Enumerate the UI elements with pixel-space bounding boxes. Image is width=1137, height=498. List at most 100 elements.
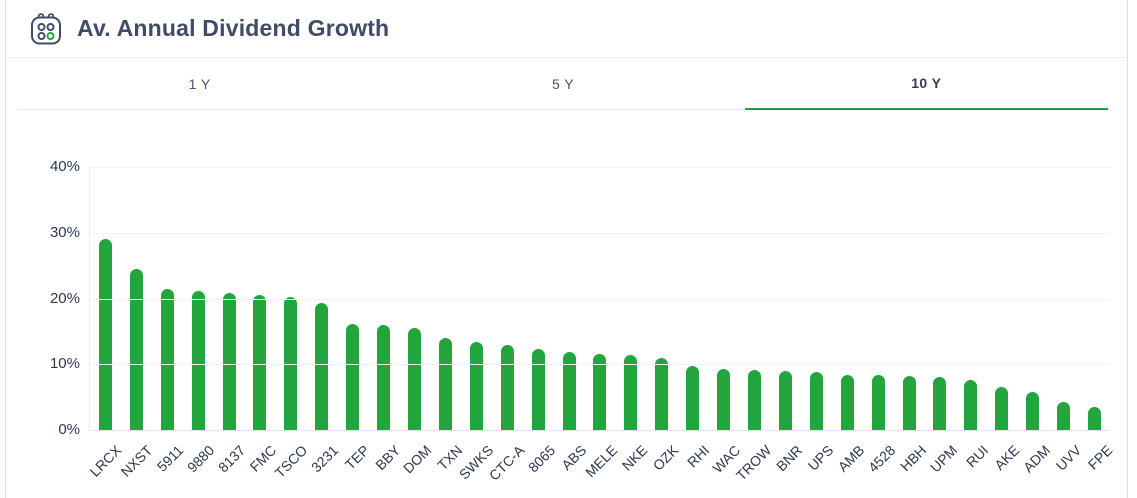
bar-FMC[interactable]	[253, 295, 267, 430]
bar-8065[interactable]	[531, 349, 545, 430]
bar-slot	[832, 167, 863, 430]
bar-HBH[interactable]	[902, 376, 916, 430]
gridline	[90, 364, 1110, 366]
bar-slot	[1017, 167, 1048, 430]
bar-AMB[interactable]	[840, 374, 854, 430]
gridline	[90, 167, 1110, 168]
gridline	[90, 298, 1110, 300]
bar-slot	[863, 167, 894, 430]
bar-slot	[337, 167, 368, 430]
bar-FPE[interactable]	[1087, 407, 1101, 430]
bar-slot	[677, 167, 708, 430]
tab-5y[interactable]: 5 Y	[381, 58, 745, 110]
bar-4528[interactable]	[871, 375, 885, 430]
bar-slot	[1048, 167, 1079, 430]
calendar-dots-icon	[28, 11, 64, 47]
x-axis: LRCX NXST 5911 9880 8137 FMC TSCO 3231 TEP BBY DOM…	[87, 436, 1115, 490]
x-tick-label: NKE	[619, 442, 651, 474]
x-tick-label: 3231	[308, 442, 342, 476]
bar-LRCX[interactable]	[98, 239, 112, 430]
bar-BNR[interactable]	[778, 371, 792, 430]
bar-TXN[interactable]	[438, 337, 452, 430]
bar-CTC-A[interactable]	[500, 345, 514, 430]
x-tick-label: UVV	[1052, 442, 1084, 474]
bar-slot	[183, 167, 214, 430]
bar-TEP[interactable]	[346, 323, 360, 430]
bar-UVV[interactable]	[1057, 401, 1071, 430]
x-tick-label: RUI	[962, 442, 992, 471]
x-tick-label: 8137	[215, 442, 249, 476]
bar-slot	[986, 167, 1017, 430]
bar-slot	[739, 167, 770, 430]
x-tick-label: 9880	[184, 442, 218, 476]
bar-OZK[interactable]	[655, 357, 669, 430]
x-tick-label: ADM	[1019, 442, 1053, 476]
x-tick-label: MELE	[581, 442, 620, 481]
tab-10y-label: 10 Y	[911, 75, 942, 91]
x-tick-label: FPE	[1084, 442, 1115, 473]
bar-RHI[interactable]	[686, 365, 700, 430]
bar-RUI[interactable]	[964, 380, 978, 430]
bar-slot	[1079, 167, 1110, 430]
bar-slot	[554, 167, 585, 430]
x-tick-label: DOM	[399, 442, 435, 477]
bar-ADM[interactable]	[1026, 391, 1040, 430]
bar-NKE[interactable]	[624, 355, 638, 430]
bar-slot	[430, 167, 461, 430]
plot-area	[89, 167, 1110, 431]
y-tick-label: 0%	[58, 421, 80, 438]
x-tick-label: 5911	[154, 442, 187, 475]
bar-MELE[interactable]	[593, 353, 607, 430]
x-tick-label: UPM	[926, 442, 961, 476]
bar-NXST[interactable]	[129, 268, 143, 430]
bar-slot	[585, 167, 616, 430]
bar-slot	[399, 167, 430, 430]
dividend-growth-card: Av. Annual Dividend Growth 1 Y 5 Y 10 Y …	[5, 0, 1128, 498]
bar-BBY[interactable]	[377, 324, 391, 430]
bar-SWKS[interactable]	[469, 341, 483, 430]
x-tick-label: BNR	[773, 442, 806, 475]
tab-10y[interactable]: 10 Y	[744, 58, 1108, 110]
x-tick-label: OZK	[650, 442, 682, 474]
card-header: Av. Annual Dividend Growth	[6, 0, 1127, 58]
x-tick-label: RHI	[684, 442, 713, 471]
bar-slot	[770, 167, 801, 430]
bar-slot	[275, 167, 306, 430]
bar-TROW[interactable]	[747, 370, 761, 430]
bar-slot	[461, 167, 492, 430]
bar-slot	[894, 167, 925, 430]
bar-3231[interactable]	[315, 303, 329, 430]
dividend-growth-chart: 40% 30% 20% 10% 0% LRCX NXST 5911 9880 8137 FMC TS…	[6, 110, 1127, 490]
x-tick-label: AKE	[990, 442, 1023, 474]
bar-slot	[523, 167, 554, 430]
bar-slot	[924, 167, 955, 430]
tab-1y-label: 1 Y	[188, 75, 211, 92]
bar-ABS[interactable]	[562, 352, 576, 430]
gridline	[90, 430, 1110, 431]
x-tick-label: LRCX	[87, 442, 125, 480]
bar-UPS[interactable]	[809, 372, 823, 430]
bar-UPM[interactable]	[933, 376, 947, 430]
x-tick-label: 8065	[524, 442, 558, 476]
bar-5911[interactable]	[160, 288, 174, 430]
bar-slot	[245, 167, 276, 430]
bar-slot	[121, 167, 152, 430]
bar-slot	[492, 167, 523, 430]
x-tick-label: TSCO	[271, 442, 311, 481]
x-tick-label: HBH	[896, 442, 930, 475]
bar-TSCO[interactable]	[284, 297, 298, 430]
x-tick-label: AMB	[834, 442, 868, 475]
bar-9880[interactable]	[191, 291, 205, 430]
bar-8137[interactable]	[222, 292, 236, 430]
bar-slot	[646, 167, 677, 430]
bar-slot	[368, 167, 399, 430]
bar-slot	[90, 167, 121, 430]
tab-1y[interactable]: 1 Y	[18, 58, 382, 110]
x-tick-label: TEP	[341, 442, 373, 473]
bar-WAC[interactable]	[717, 368, 731, 430]
y-tick-label: 30%	[49, 223, 80, 241]
bar-AKE[interactable]	[995, 386, 1009, 430]
y-tick-label: 10%	[49, 355, 80, 373]
tab-5y-label: 5 Y	[552, 75, 574, 92]
bar-DOM[interactable]	[408, 328, 422, 430]
